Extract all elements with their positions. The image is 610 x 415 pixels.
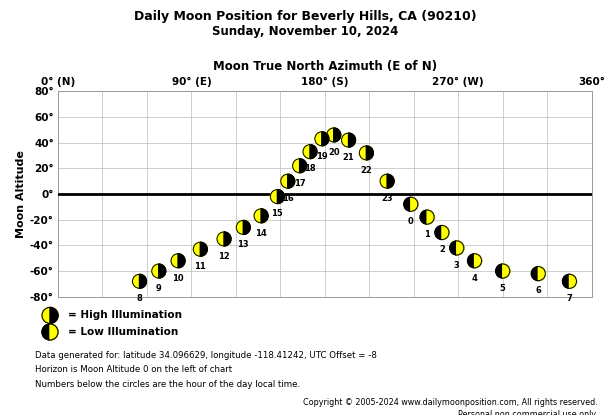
Text: 12: 12	[218, 252, 230, 261]
Text: 23: 23	[381, 194, 393, 203]
Text: 9: 9	[156, 284, 162, 293]
Ellipse shape	[293, 159, 307, 173]
Text: 17: 17	[294, 178, 306, 188]
Ellipse shape	[420, 210, 434, 224]
Text: 19: 19	[316, 151, 328, 161]
Polygon shape	[503, 264, 510, 278]
Text: 15: 15	[271, 210, 283, 218]
Ellipse shape	[281, 174, 295, 188]
Ellipse shape	[468, 254, 481, 268]
Polygon shape	[570, 274, 576, 288]
Text: Daily Moon Position for Beverly Hills, CA (90210): Daily Moon Position for Beverly Hills, C…	[134, 10, 476, 23]
Text: 4: 4	[472, 273, 478, 283]
Text: 13: 13	[237, 240, 249, 249]
Polygon shape	[442, 225, 449, 239]
Polygon shape	[310, 145, 317, 159]
Polygon shape	[278, 190, 284, 204]
Ellipse shape	[254, 209, 268, 223]
Polygon shape	[334, 128, 341, 142]
Text: 16: 16	[282, 194, 293, 203]
Text: 2: 2	[439, 245, 445, 254]
Text: 20: 20	[328, 148, 340, 157]
Polygon shape	[50, 308, 58, 323]
Polygon shape	[411, 197, 418, 211]
Text: 1: 1	[424, 230, 430, 239]
Polygon shape	[538, 266, 545, 281]
Polygon shape	[288, 174, 295, 188]
Ellipse shape	[496, 264, 510, 278]
Polygon shape	[475, 254, 481, 268]
Text: Data generated for: latitude 34.096629, longitude -118.41242, UTC Offset = -8: Data generated for: latitude 34.096629, …	[35, 351, 377, 360]
Text: 11: 11	[195, 262, 206, 271]
Ellipse shape	[327, 128, 341, 142]
Ellipse shape	[42, 308, 58, 323]
Ellipse shape	[315, 132, 329, 146]
Text: 18: 18	[304, 164, 316, 173]
Polygon shape	[457, 241, 464, 255]
Text: Sunday, November 10, 2024: Sunday, November 10, 2024	[212, 25, 398, 38]
Ellipse shape	[132, 274, 146, 288]
Polygon shape	[322, 132, 329, 146]
Polygon shape	[367, 146, 373, 160]
Text: Numbers below the circles are the hour of the day local time.: Numbers below the circles are the hour o…	[35, 380, 300, 389]
Text: 6: 6	[536, 286, 541, 295]
Polygon shape	[50, 324, 58, 340]
Text: 3: 3	[454, 261, 460, 270]
Text: Copyright © 2005-2024 www.dailymoonposition.com, All rights reserved.: Copyright © 2005-2024 www.dailymoonposit…	[303, 398, 598, 407]
Text: 7: 7	[567, 294, 572, 303]
Text: 14: 14	[255, 229, 267, 238]
Text: 8: 8	[137, 294, 142, 303]
Ellipse shape	[435, 225, 449, 239]
Ellipse shape	[562, 274, 576, 288]
Polygon shape	[224, 232, 231, 246]
Ellipse shape	[303, 145, 317, 159]
Y-axis label: Moon Altitude: Moon Altitude	[16, 150, 26, 238]
Ellipse shape	[531, 266, 545, 281]
X-axis label: Moon True North Azimuth (E of N): Moon True North Azimuth (E of N)	[213, 60, 437, 73]
Ellipse shape	[342, 133, 356, 147]
Text: 10: 10	[172, 273, 184, 283]
Text: 21: 21	[343, 153, 354, 162]
Polygon shape	[427, 210, 434, 224]
Text: = High Illumination: = High Illumination	[68, 310, 182, 320]
Polygon shape	[261, 209, 268, 223]
Text: Horizon is Moon Altitude 0 on the left of chart: Horizon is Moon Altitude 0 on the left o…	[35, 365, 232, 374]
Text: = Low Illumination: = Low Illumination	[68, 327, 178, 337]
Ellipse shape	[380, 174, 394, 188]
Ellipse shape	[42, 324, 58, 340]
Ellipse shape	[171, 254, 185, 268]
Ellipse shape	[270, 190, 284, 204]
Ellipse shape	[193, 242, 207, 256]
Polygon shape	[200, 242, 207, 256]
Ellipse shape	[404, 197, 418, 211]
Text: 5: 5	[500, 284, 506, 293]
Polygon shape	[243, 220, 250, 234]
Polygon shape	[387, 174, 394, 188]
Ellipse shape	[450, 241, 464, 255]
Polygon shape	[348, 133, 356, 147]
Polygon shape	[159, 264, 166, 278]
Ellipse shape	[359, 146, 373, 160]
Ellipse shape	[217, 232, 231, 246]
Ellipse shape	[152, 264, 166, 278]
Text: 22: 22	[361, 166, 372, 175]
Polygon shape	[140, 274, 146, 288]
Polygon shape	[178, 254, 185, 268]
Polygon shape	[300, 159, 307, 173]
Text: Personal non commercial use only.: Personal non commercial use only.	[458, 410, 598, 415]
Text: 0: 0	[408, 217, 414, 226]
Ellipse shape	[236, 220, 250, 234]
